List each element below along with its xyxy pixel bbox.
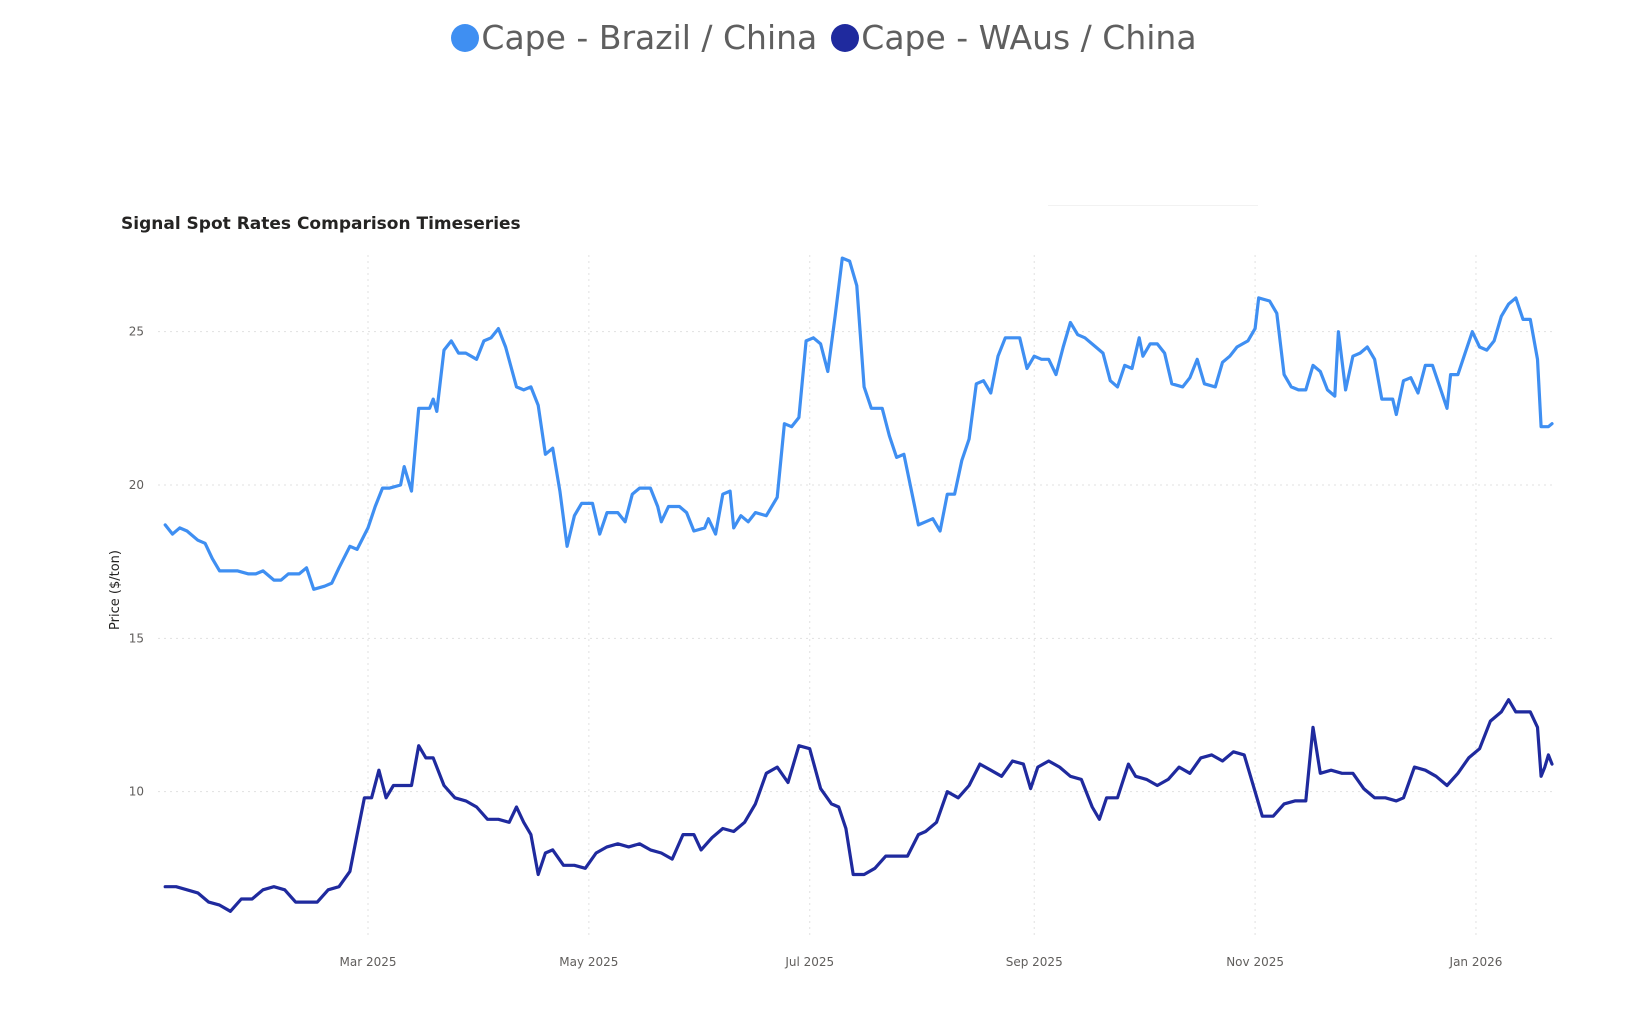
- legend-label-waus-china: Cape - WAus / China: [861, 18, 1197, 57]
- series-line-0[interactable]: [163, 256, 1554, 591]
- x-tick-label: May 2025: [559, 955, 618, 969]
- legend-item-waus-china[interactable]: Cape - WAus / China: [831, 18, 1197, 57]
- legend-item-brazil-china[interactable]: Cape - Brazil / China: [451, 18, 817, 57]
- tick-labels: 10 15 20 25 Mar 2025 May 2025 Jul 2025 Sep 2025…: [129, 325, 1503, 969]
- series-line-1[interactable]: [163, 698, 1554, 913]
- legend-label-brazil-china: Cape - Brazil / China: [481, 18, 818, 57]
- x-tick-label: Nov 2025: [1226, 955, 1284, 969]
- y-tick-label: 20: [129, 478, 144, 492]
- y-axis-title: Price ($/ton): [108, 550, 123, 630]
- divider-line: [1048, 205, 1258, 206]
- x-tick-label: Jan 2026: [1449, 955, 1503, 969]
- x-tick-label: Jul 2025: [784, 955, 834, 969]
- x-tick-label: Sep 2025: [1006, 955, 1063, 969]
- series-layer: [163, 256, 1554, 913]
- legend: Cape - Brazil / China Cape - WAus / Chin…: [0, 18, 1648, 57]
- y-tick-label: 10: [129, 785, 144, 799]
- legend-dot-brazil-china: [451, 23, 480, 52]
- chart-title: Signal Spot Rates Comparison Timeseries: [121, 214, 521, 234]
- y-tick-label: 25: [129, 325, 144, 339]
- y-tick-label: 15: [129, 631, 144, 645]
- grid-layer: [158, 255, 1552, 935]
- legend-dot-waus-china: [831, 23, 860, 52]
- x-tick-label: Mar 2025: [340, 955, 397, 969]
